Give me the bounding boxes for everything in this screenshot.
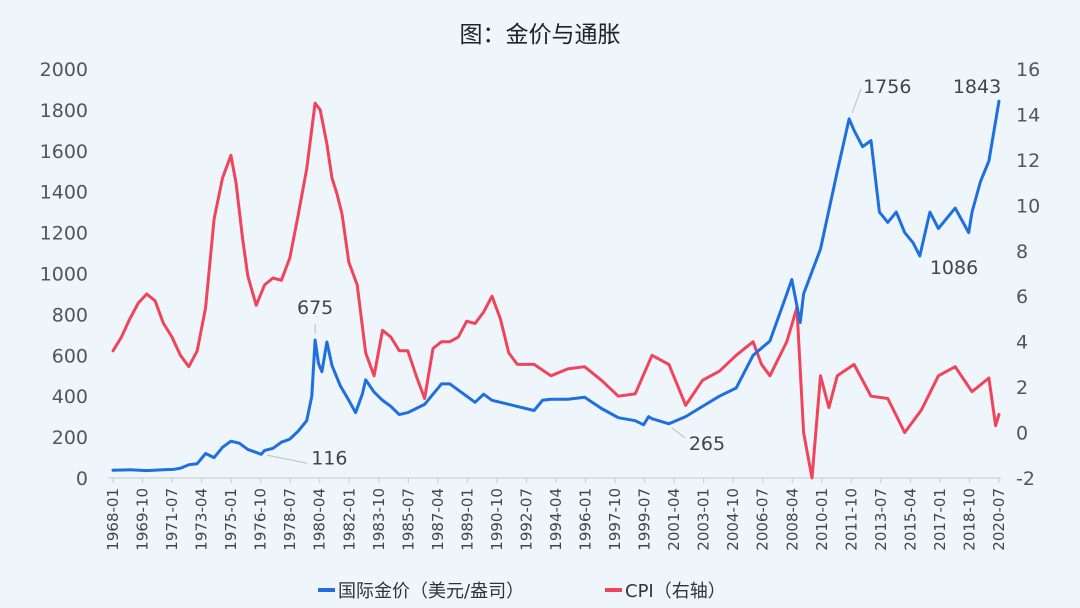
annotations: 675 116 265 1756 1086 1843 — [267, 76, 1001, 469]
annotation-label: 1756 — [863, 76, 911, 98]
x-tick-label: 1996-01 — [577, 488, 595, 551]
left-axis: 0 200 400 600 800 1000 1200 1400 1600 1800 2000 — [40, 59, 88, 490]
x-tick-label: 1992-07 — [517, 488, 535, 551]
left-tick-label: 0 — [76, 468, 88, 490]
series-layer — [111, 99, 1001, 480]
right-tick-label: 10 — [1016, 195, 1040, 217]
x-tick-label: 2015-04 — [901, 488, 919, 551]
left-tick-label: 600 — [52, 345, 88, 367]
left-tick-label: 1800 — [40, 100, 88, 122]
left-tick-label: 1400 — [40, 182, 88, 204]
x-tick-label: 2011-10 — [842, 488, 860, 551]
left-tick-label: 2000 — [40, 59, 88, 81]
annotation-leader — [851, 88, 862, 114]
right-tick-label: 2 — [1016, 377, 1028, 399]
legend-label-cpi: CPI（右轴） — [625, 581, 726, 602]
x-tick-label: 2003-01 — [695, 488, 713, 551]
right-tick-label: -2 — [1016, 468, 1035, 490]
x-tick-label: 1973-04 — [193, 488, 211, 551]
x-tick-label: 2017-01 — [931, 488, 949, 551]
x-tick-label: 1997-10 — [606, 488, 624, 551]
annotation-leader — [671, 427, 686, 439]
left-tick-label: 800 — [52, 304, 88, 326]
annotation-label: 1843 — [953, 76, 1001, 98]
x-tick-label: 1983-10 — [370, 488, 388, 551]
x-tick-label: 2020-07 — [990, 488, 1008, 551]
left-tick-label: 1200 — [40, 223, 88, 245]
cpi-line — [111, 101, 1001, 480]
left-tick-label: 400 — [52, 386, 88, 408]
legend: 国际金价（美元/盎司） CPI（右轴） — [318, 581, 726, 602]
x-tick-label: 1978-07 — [281, 488, 299, 551]
x-tick-label: 2013-07 — [872, 488, 890, 551]
x-tick-label: 2010-01 — [813, 488, 831, 551]
annotation-label: 675 — [297, 297, 333, 319]
x-tick-label: 2004-10 — [724, 488, 742, 551]
annotation-leader — [267, 454, 308, 464]
annotation-label: 116 — [311, 447, 347, 469]
right-tick-label: 0 — [1016, 423, 1028, 445]
x-tick-label: 1980-04 — [311, 488, 329, 551]
right-tick-label: 8 — [1016, 241, 1028, 263]
right-tick-label: 12 — [1016, 150, 1040, 172]
left-tick-label: 1000 — [40, 264, 88, 286]
annotation-label: 265 — [689, 433, 725, 455]
annotation-label: 1086 — [930, 257, 978, 279]
right-tick-label: 16 — [1016, 59, 1040, 81]
x-tick-label: 1968-01 — [104, 488, 122, 551]
x-tick-label: 2006-07 — [754, 488, 772, 551]
x-tick-label: 1994-04 — [547, 488, 565, 551]
x-tick-label: 2008-04 — [783, 488, 801, 551]
left-tick-label: 200 — [52, 427, 88, 449]
x-tick-label: 1987-04 — [429, 488, 447, 551]
x-tick-label: 1999-07 — [636, 488, 654, 551]
x-tick-label: 1975-01 — [222, 488, 240, 551]
x-tick-label: 2018-10 — [960, 488, 978, 551]
x-tick-label: 1971-07 — [163, 488, 181, 551]
right-tick-label: 6 — [1016, 286, 1028, 308]
x-tick-label: 1969-10 — [134, 488, 152, 551]
gold-price-line — [111, 99, 1001, 473]
right-axis: -2 0 2 4 6 8 10 12 14 16 — [1016, 59, 1040, 490]
x-tick-label: 1982-01 — [340, 488, 358, 551]
x-tick-label: 1990-10 — [488, 488, 506, 551]
x-tick-label: 2001-04 — [665, 488, 683, 551]
right-tick-label: 14 — [1016, 104, 1040, 126]
chart-title: 图：金价与通胀 — [460, 22, 621, 48]
right-tick-label: 4 — [1016, 332, 1028, 354]
x-tick-label: 1976-10 — [252, 488, 270, 551]
x-axis: 1968-01 1969-10 1971-07 1973-04 1975-01 1976-… — [104, 478, 1008, 551]
x-tick-label: 1989-01 — [458, 488, 476, 551]
x-tick-label: 1985-07 — [399, 488, 417, 551]
legend-label-gold: 国际金价（美元/盎司） — [338, 581, 524, 602]
left-tick-label: 1600 — [40, 141, 88, 163]
